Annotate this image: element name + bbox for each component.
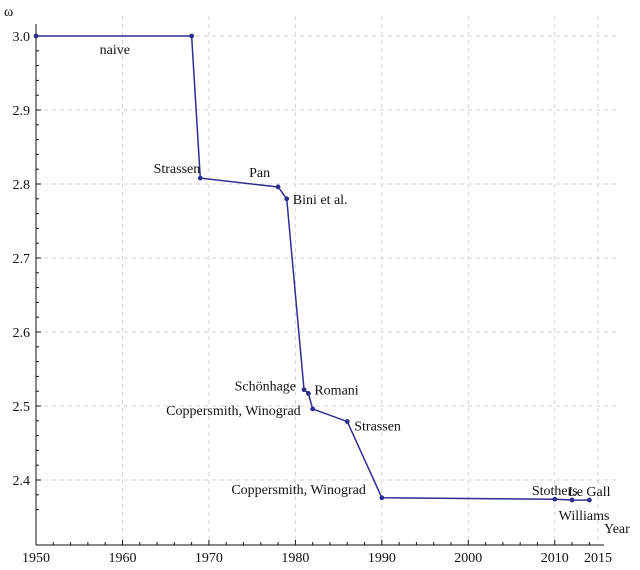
y-tick-label: 2.4 — [13, 474, 31, 489]
y-tick-label: 2.9 — [13, 104, 31, 119]
point-label: Coppersmith, Winograd — [166, 404, 301, 419]
data-point — [33, 33, 39, 39]
data-point — [344, 419, 350, 424]
point-label: Pan — [249, 166, 270, 181]
x-tick-label: 1990 — [368, 551, 396, 565]
point-label: Williams — [559, 509, 610, 524]
point-label: Strassen — [154, 162, 201, 177]
y-axis-title: ω — [4, 5, 13, 20]
point-label: Romani — [314, 383, 358, 398]
point-label: naive — [100, 43, 130, 58]
data-point — [569, 497, 575, 503]
x-tick-label: 2010 — [541, 551, 569, 565]
data-point — [310, 406, 316, 412]
point-label: Bini et al. — [293, 193, 348, 208]
series-line — [36, 35, 590, 501]
y-tick-label: 3.0 — [13, 30, 31, 45]
x-axis-title: Year — [604, 522, 630, 537]
data-point — [305, 391, 311, 396]
point-labels: naive Strassen Pan Bini et al. Schönhage Roma… — [100, 43, 611, 524]
x-tick-label: 1950 — [22, 551, 50, 565]
data-point — [586, 497, 592, 503]
y-tick-label: 2.5 — [13, 400, 31, 415]
point-label: Schönhage — [235, 380, 296, 395]
grid — [36, 16, 618, 545]
point-label: Le Gall — [568, 485, 610, 500]
data-point — [284, 196, 290, 202]
ticks: 1950 1960 1970 1980 1990 2000 2010 2015 2.4 2.5 2.… — [13, 30, 613, 566]
series — [33, 33, 592, 503]
y-tick-label: 2.7 — [13, 252, 31, 267]
data-point — [301, 387, 307, 393]
axes — [35, 24, 604, 546]
data-point — [189, 33, 195, 39]
x-tick-label: 1970 — [195, 551, 223, 565]
data-point — [275, 184, 281, 190]
y-tick-label: 2.8 — [13, 178, 31, 193]
x-tick-label: 2015 — [584, 551, 612, 565]
x-tick-label: 1960 — [108, 551, 136, 565]
y-tick-label: 2.6 — [13, 326, 31, 341]
point-label: Strassen — [354, 420, 401, 435]
point-label: Stothers — [532, 484, 578, 499]
data-point — [197, 175, 203, 181]
data-point — [379, 495, 385, 501]
data-point — [552, 496, 558, 502]
x-tick-label: 1980 — [281, 551, 309, 565]
x-tick-label: 2000 — [454, 551, 482, 565]
point-label: Coppersmith, Winograd — [231, 483, 366, 498]
